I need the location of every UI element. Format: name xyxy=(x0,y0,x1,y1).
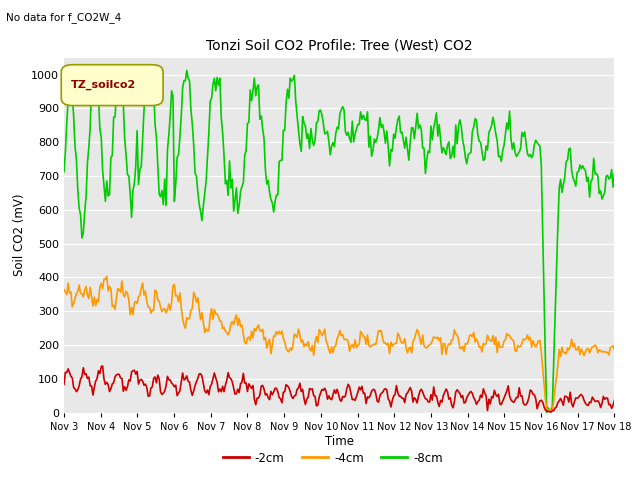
Text: No data for f_CO2W_4: No data for f_CO2W_4 xyxy=(6,12,122,23)
X-axis label: Time: Time xyxy=(324,434,354,448)
Y-axis label: Soil CO2 (mV): Soil CO2 (mV) xyxy=(13,194,26,276)
Legend: -2cm, -4cm, -8cm: -2cm, -4cm, -8cm xyxy=(218,447,447,469)
Title: Tonzi Soil CO2 Profile: Tree (West) CO2: Tonzi Soil CO2 Profile: Tree (West) CO2 xyxy=(206,38,472,52)
FancyBboxPatch shape xyxy=(61,65,163,106)
Text: TZ_soilco2: TZ_soilco2 xyxy=(71,80,136,90)
